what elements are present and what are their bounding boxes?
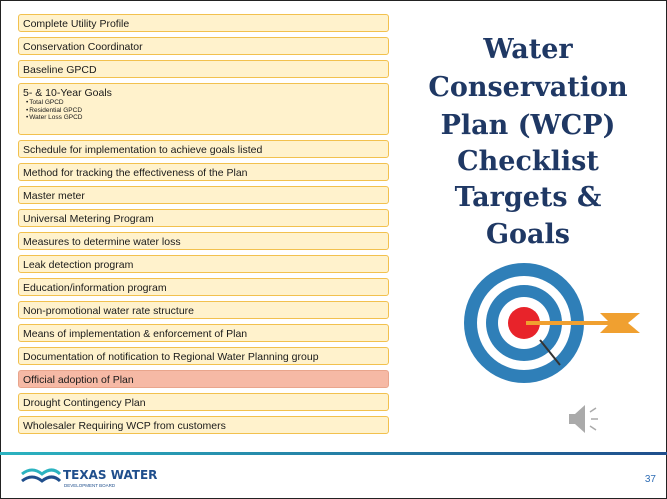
speaker-icon	[569, 405, 598, 433]
title-line: Checklist	[457, 146, 599, 177]
title-line: Goals	[486, 219, 570, 250]
logo-name: TEXAS WATER	[63, 468, 157, 482]
title: Water Conservation Plan (WCP) Checklist …	[428, 34, 628, 250]
slide-graphics: Water Conservation Plan (WCP) Checklist …	[0, 0, 667, 499]
footer-band	[0, 452, 667, 455]
title-line: Conservation	[428, 72, 628, 103]
title-line: Water	[482, 34, 573, 65]
logo-subtitle: DEVELOPMENT BOARD	[64, 483, 116, 488]
page-number: 37	[645, 474, 657, 485]
slide: Complete Utility ProfileConservation Coo…	[0, 0, 667, 499]
logo: TEXAS WATER DEVELOPMENT BOARD	[22, 468, 157, 488]
title-line: Plan (WCP)	[441, 110, 616, 141]
target-icon	[464, 263, 640, 383]
title-line: Targets &	[455, 182, 602, 213]
